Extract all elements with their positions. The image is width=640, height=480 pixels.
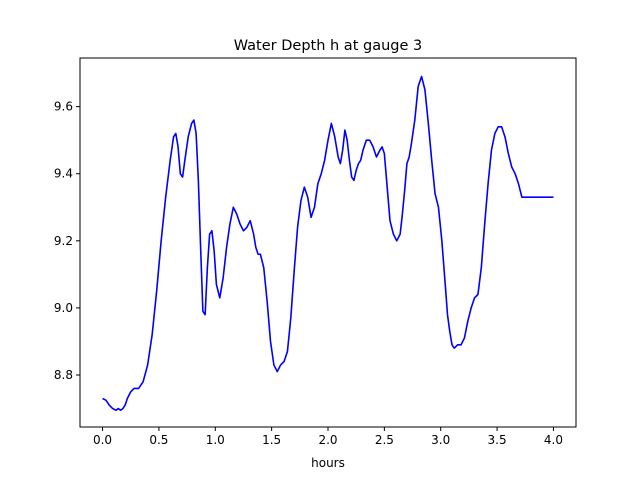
plot-area	[102, 75, 554, 412]
x-tick-label: 1.5	[262, 433, 281, 447]
x-tick-label: 3.0	[431, 433, 450, 447]
x-axis-ticks: 0.0 0.5 1.0 1.5 2.0 2.5 3.0 3.5 4.0	[93, 427, 563, 447]
x-tick-label: 4.0	[544, 433, 563, 447]
y-axis-ticks: 8.8 9.0 9.2 9.4 9.6	[54, 100, 80, 382]
x-tick-label: 2.0	[318, 433, 337, 447]
y-tick-label: 9.4	[54, 167, 73, 181]
chart-title: Water Depth h at gauge 3	[234, 38, 422, 54]
x-axis-label: hours	[311, 456, 345, 470]
x-tick-label: 2.5	[375, 433, 394, 447]
y-tick-label: 9.2	[54, 234, 73, 248]
y-tick-label: 9.6	[54, 100, 73, 114]
series-line-0	[102, 75, 554, 412]
y-tick-label: 9.0	[54, 301, 73, 315]
x-tick-label: 1.0	[206, 433, 225, 447]
x-tick-label: 0.5	[149, 433, 168, 447]
axes-frame	[79, 57, 577, 428]
y-tick-label: 8.8	[54, 368, 73, 382]
x-tick-label: 0.0	[93, 433, 112, 447]
x-tick-label: 3.5	[488, 433, 507, 447]
